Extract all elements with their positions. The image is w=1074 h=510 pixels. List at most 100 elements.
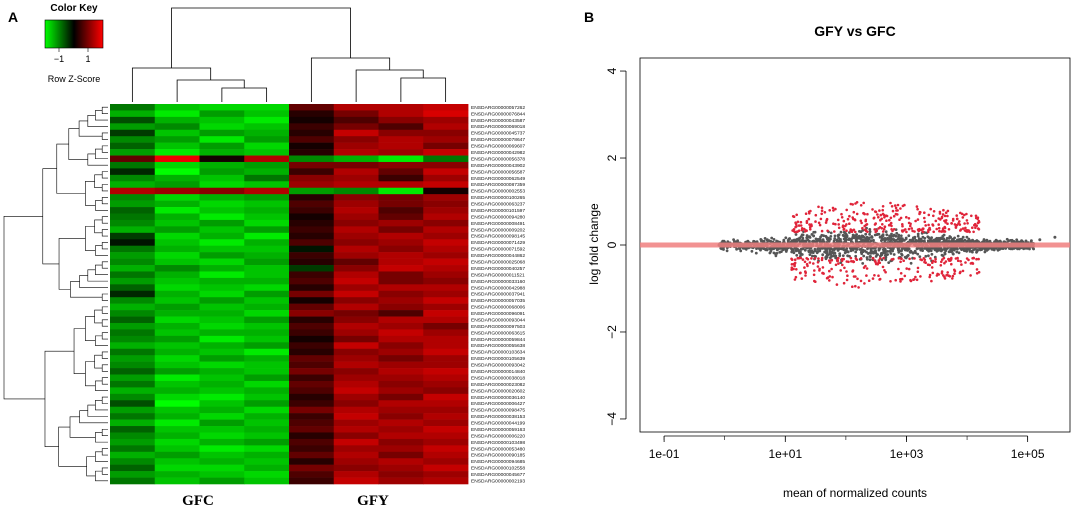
heatmap-cell — [110, 104, 156, 111]
ma-point-significant — [953, 223, 957, 226]
heatmap-cell — [244, 265, 290, 272]
ma-point-significant — [940, 271, 944, 275]
ma-point-significant — [946, 222, 949, 225]
ma-point-significant — [871, 277, 875, 280]
ma-point-significant — [845, 223, 848, 226]
dendrogram-branch — [95, 432, 108, 443]
ma-point-significant — [837, 262, 840, 265]
ma-point-significant — [852, 228, 856, 232]
heatmap-cell — [199, 380, 245, 388]
heatmap-cell — [199, 149, 245, 156]
heatmap-cell — [154, 432, 200, 440]
heatmap-cell — [289, 329, 335, 337]
ma-point — [883, 247, 887, 251]
gene-label: ENSDARG00000043587 — [471, 118, 525, 124]
ma-point — [877, 246, 881, 250]
ma-point-significant — [892, 214, 896, 218]
heatmap-cell — [199, 258, 245, 266]
heatmap-cell — [154, 342, 200, 350]
heatmap-cell — [423, 413, 469, 420]
ma-point — [865, 235, 869, 239]
heatmap-cell — [244, 245, 290, 253]
heatmap-cell — [289, 348, 335, 356]
gene-label: ENSDARG00000056378 — [471, 156, 525, 162]
heatmap-cell — [378, 426, 424, 433]
heatmap-cell — [378, 451, 424, 459]
heatmap-cell — [199, 348, 245, 356]
ma-point — [805, 236, 809, 240]
heatmap-cell — [199, 232, 245, 240]
ma-point-significant — [909, 224, 912, 228]
heatmap-cell — [110, 335, 156, 343]
dendrogram-branch — [42, 168, 60, 265]
ma-point — [796, 237, 799, 241]
ma-point — [839, 240, 843, 244]
ma-point-significant — [794, 222, 798, 226]
ma-point-significant — [975, 272, 979, 275]
heatmap-cell — [423, 438, 469, 446]
gene-label: ENSDARG00000044199 — [471, 421, 525, 427]
color-key-label: Row Z-Score — [48, 74, 101, 84]
ma-point-significant — [803, 227, 806, 231]
ma-point-significant — [826, 229, 829, 233]
ma-point — [945, 236, 949, 240]
heatmap-cell — [333, 226, 379, 234]
ma-point-significant — [790, 268, 793, 271]
heatmap-cell — [244, 219, 290, 227]
x-tick-label: 1e+03 — [890, 447, 924, 461]
ma-point-significant — [793, 264, 796, 268]
heatmap-cell — [423, 213, 469, 221]
ma-point-significant — [807, 217, 811, 221]
heatmap-cell — [378, 136, 424, 143]
heatmap-cell — [154, 458, 200, 465]
heatmap-cell — [154, 374, 200, 382]
heatmap-cell — [289, 361, 335, 369]
ma-point-significant — [820, 206, 824, 209]
ma-point — [824, 256, 828, 259]
ma-point-significant — [924, 224, 927, 227]
heatmap-cell — [244, 458, 290, 465]
dendrogram-branch — [79, 410, 108, 424]
ma-point-significant — [833, 230, 836, 233]
heatmap-cell — [244, 116, 290, 124]
ma-point-significant — [804, 274, 807, 277]
ma-point — [924, 254, 928, 258]
ma-point-significant — [794, 225, 797, 229]
ma-point-significant — [874, 222, 877, 225]
heatmap-cell — [333, 322, 379, 330]
ma-point — [880, 239, 883, 243]
heatmap-cell — [378, 380, 424, 388]
gene-label: ENSDARG00000009202 — [471, 227, 525, 233]
heatmap-cell — [199, 200, 245, 208]
heatmap-cell — [333, 104, 379, 111]
dendrogram-branch — [69, 416, 96, 438]
heatmap-cell — [378, 310, 424, 317]
ma-point-significant — [956, 256, 959, 260]
ma-point-significant — [865, 274, 868, 277]
ma-point-significant — [975, 257, 978, 261]
ma-point-significant — [855, 212, 859, 216]
gene-label: ENSDARG00000038018 — [471, 375, 525, 381]
ma-point-significant — [939, 264, 943, 267]
ma-point — [957, 251, 961, 255]
heatmap-cell — [244, 129, 290, 137]
heatmap-cell — [154, 252, 200, 259]
ma-point-significant — [867, 279, 871, 283]
heatmap-cell — [110, 252, 156, 259]
ma-point-significant — [977, 219, 981, 223]
heatmap-cell — [199, 303, 245, 311]
heatmap-cell — [289, 252, 335, 259]
ma-point-significant — [828, 269, 831, 273]
heatmap-cell — [154, 213, 200, 221]
heatmap-cell — [289, 213, 335, 221]
heatmap-cell — [423, 116, 469, 124]
ma-point-significant — [922, 227, 925, 230]
heatmap-cell — [378, 464, 424, 472]
heatmap-cell — [199, 129, 245, 137]
heatmap-cell — [154, 426, 200, 433]
heatmap-cell — [333, 458, 379, 465]
dendrogram-branch — [171, 7, 351, 68]
ma-point — [829, 231, 833, 235]
ma-point — [892, 238, 896, 241]
ma-point-significant — [927, 227, 931, 231]
